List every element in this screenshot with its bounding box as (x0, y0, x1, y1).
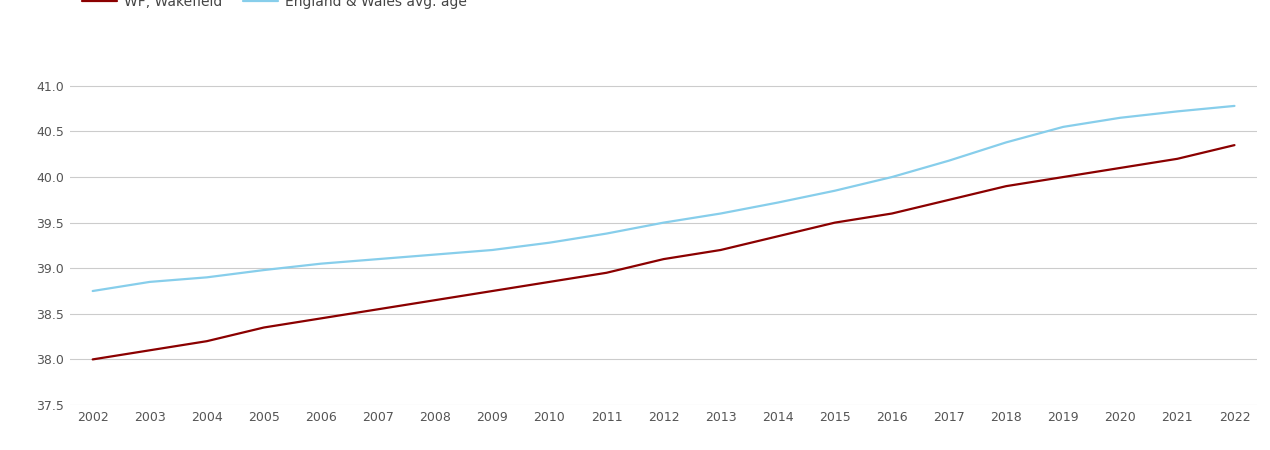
England & Wales avg. age (998, 140, 1013, 145)
England & Wales avg. age (199, 274, 215, 280)
England & Wales avg. age (1113, 115, 1128, 121)
WF, Wakefield (314, 315, 329, 321)
WF, Wakefield (1113, 165, 1128, 171)
WF, Wakefield (712, 248, 728, 253)
WF, Wakefield (257, 325, 272, 330)
WF, Wakefield (428, 297, 443, 303)
England & Wales avg. age (428, 252, 443, 257)
England & Wales avg. age (142, 279, 157, 284)
England & Wales avg. age (485, 248, 500, 253)
WF, Wakefield (770, 234, 785, 239)
England & Wales avg. age (85, 288, 100, 294)
England & Wales avg. age (371, 256, 386, 262)
Line: England & Wales avg. age: England & Wales avg. age (93, 106, 1234, 291)
WF, Wakefield (485, 288, 500, 294)
WF, Wakefield (998, 184, 1013, 189)
England & Wales avg. age (884, 174, 899, 180)
WF, Wakefield (655, 256, 671, 262)
WF, Wakefield (542, 279, 558, 284)
England & Wales avg. age (827, 188, 842, 194)
WF, Wakefield (884, 211, 899, 216)
England & Wales avg. age (314, 261, 329, 266)
England & Wales avg. age (712, 211, 728, 216)
WF, Wakefield (1227, 142, 1242, 148)
WF, Wakefield (827, 220, 842, 225)
Legend: WF, Wakefield, England & Wales avg. age: WF, Wakefield, England & Wales avg. age (76, 0, 472, 14)
England & Wales avg. age (1055, 124, 1071, 130)
WF, Wakefield (941, 197, 956, 202)
England & Wales avg. age (655, 220, 671, 225)
WF, Wakefield (1055, 174, 1071, 180)
Line: WF, Wakefield: WF, Wakefield (93, 145, 1234, 360)
England & Wales avg. age (1227, 103, 1242, 108)
England & Wales avg. age (770, 200, 785, 205)
WF, Wakefield (85, 357, 100, 362)
England & Wales avg. age (542, 240, 558, 245)
WF, Wakefield (599, 270, 615, 275)
WF, Wakefield (1170, 156, 1185, 162)
England & Wales avg. age (257, 267, 272, 273)
WF, Wakefield (371, 306, 386, 312)
England & Wales avg. age (599, 231, 615, 236)
WF, Wakefield (199, 338, 215, 344)
WF, Wakefield (142, 347, 157, 353)
England & Wales avg. age (1170, 109, 1185, 114)
England & Wales avg. age (941, 158, 956, 163)
